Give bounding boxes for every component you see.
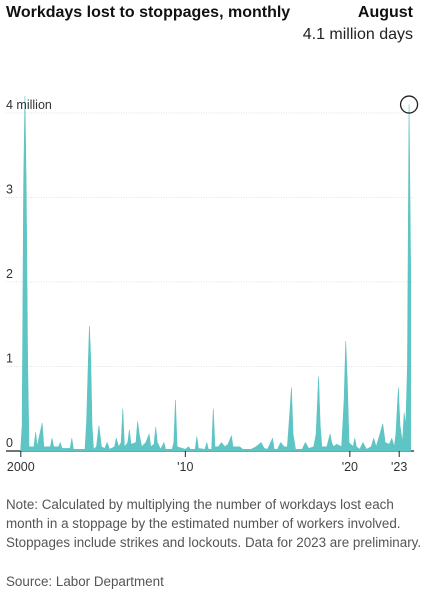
grid-lines (6, 112, 414, 452)
axis-layer: 0 1 2 3 4 million 2000 '10 '20 '23 (6, 98, 407, 474)
callout-value: 4.1 million days (302, 26, 413, 43)
series-layer (20, 95, 412, 452)
highlight-layer (399, 95, 419, 114)
chart-note: Note: Calculated by multiplying the numb… (6, 497, 422, 550)
callout-month: August (357, 4, 413, 21)
y-tick-label-3: 3 (6, 183, 13, 197)
highlight-circle (399, 95, 419, 114)
y-tick-label-2: 2 (6, 267, 13, 281)
y-tick-label-4: 4 million (6, 98, 52, 112)
y-tick-label-1: 1 (6, 352, 13, 366)
x-tick-label-2023: '23 (391, 460, 407, 474)
series-area-0 (20, 95, 412, 452)
x-tick-label-2000: 2000 (7, 460, 35, 474)
x-tick-label-2020: '20 (342, 460, 358, 474)
workdays-lost-area-chart: 0 1 2 3 4 million 2000 '10 '20 '23 (6, 95, 419, 474)
chart-source: Source: Labor Department (6, 574, 164, 589)
y-tick-label-0: 0 (6, 436, 13, 450)
chart-title: Workdays lost to stoppages, monthly (6, 4, 291, 21)
x-tick-label-2010: '10 (177, 460, 193, 474)
